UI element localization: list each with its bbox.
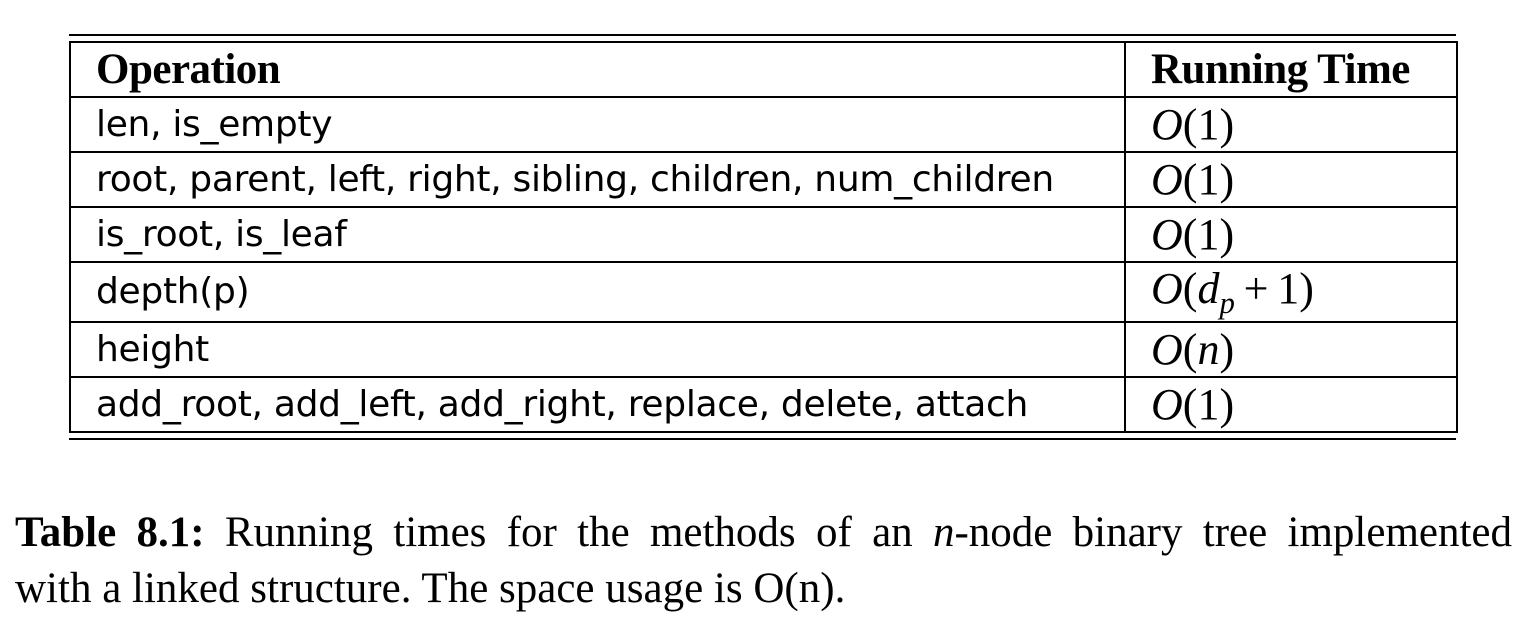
running-time-cell: O(1) [1124, 206, 1458, 263]
operations-table-frame: Operation Running Time len, is_empty O(1)… [69, 34, 1458, 440]
table-header-row: Operation Running Time [69, 41, 1458, 98]
caption-line2-text: with a linked structure. The space usage… [15, 565, 754, 612]
operation-cell: height [69, 320, 1126, 378]
operations-table: Operation Running Time len, is_empty O(1)… [69, 41, 1458, 433]
caption-text-1: Running times for the methods of an [204, 509, 933, 556]
caption-end: . [834, 565, 846, 612]
caption-line-2: with a linked structure. The space usage… [15, 561, 1512, 617]
table-row: len, is_empty O(1) [69, 96, 1458, 153]
table-row: add_root, add_left, add_right, replace, … [69, 375, 1458, 433]
running-time-cell: O(1) [1124, 375, 1458, 433]
running-time-column-header: Running Time [1124, 41, 1458, 98]
operation-cell: is_root, is_leaf [69, 206, 1126, 263]
table-caption: Table 8.1: Running times for the methods… [15, 505, 1512, 617]
operation-cell: len, is_empty [69, 96, 1126, 153]
caption-line-1: Table 8.1: Running times for the methods… [15, 505, 1512, 561]
running-time-cell: O(n) [1124, 320, 1458, 378]
running-time-cell: O(1) [1124, 151, 1458, 208]
operation-cell: depth(p) [69, 261, 1126, 323]
operation-cell: root, parent, left, right, sibling, chil… [69, 151, 1126, 208]
caption-label: Table 8.1: [15, 509, 205, 556]
operation-column-header: Operation [69, 41, 1126, 98]
operation-cell: add_root, add_left, add_right, replace, … [69, 375, 1126, 433]
caption-var-n: n [932, 509, 955, 556]
caption-space-usage: O(n) [753, 565, 835, 612]
table-row: height O(n) [69, 320, 1458, 378]
table-row: root, parent, left, right, sibling, chil… [69, 151, 1458, 208]
running-time-cell: O(1) [1124, 96, 1458, 153]
caption-text-2: -node binary tree implemented [954, 509, 1513, 556]
table-row: is_root, is_leaf O(1) [69, 206, 1458, 263]
running-time-cell: O(dp + 1) [1124, 261, 1458, 323]
table-row: depth(p) O(dp + 1) [69, 261, 1458, 323]
